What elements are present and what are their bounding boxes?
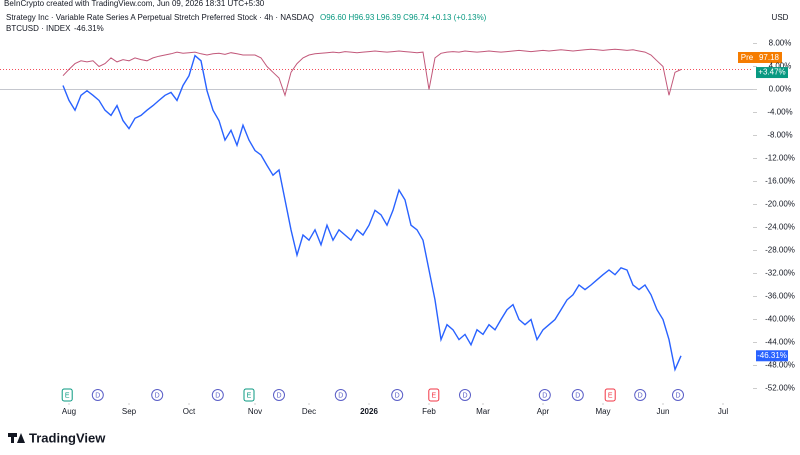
event-label: D bbox=[462, 392, 467, 399]
y-tick-label: 8.00% bbox=[769, 39, 792, 48]
y-tick-label: -32.00% bbox=[765, 269, 795, 278]
legend-name: BTCUSD · INDEX bbox=[6, 24, 71, 33]
y-tick-label: -40.00% bbox=[765, 315, 795, 324]
y-tick-label: -4.00% bbox=[767, 108, 792, 117]
last-value-label: +3.47% bbox=[758, 68, 785, 77]
event-label: D bbox=[276, 392, 281, 399]
event-icon bbox=[538, 389, 551, 401]
price-badge bbox=[756, 52, 782, 63]
y-tick-label: -36.00% bbox=[765, 292, 795, 301]
event-label: E bbox=[65, 392, 70, 399]
y-tick-label: -28.00% bbox=[765, 246, 795, 255]
series-line bbox=[62, 48, 682, 98]
event-label: E bbox=[431, 392, 436, 399]
event-icon bbox=[634, 389, 647, 401]
event-icon bbox=[672, 389, 684, 401]
x-tick-label: Dec bbox=[302, 407, 316, 416]
event-label: D bbox=[338, 392, 343, 399]
y-tick-label: 4.00% bbox=[769, 62, 792, 71]
event-label: E bbox=[247, 392, 252, 399]
y-tick-label: -8.00% bbox=[767, 131, 792, 140]
watermark: BeInCrypto created with TradingView.com,… bbox=[4, 0, 265, 8]
legend-name: Strategy Inc · Variable Rate Series A Pe… bbox=[6, 13, 314, 22]
series-line bbox=[62, 54, 682, 372]
y-tick-label: -12.00% bbox=[765, 154, 795, 163]
x-tick-label: Nov bbox=[248, 407, 262, 416]
x-tick-label: Jun bbox=[657, 407, 670, 416]
x-tick-label: Oct bbox=[183, 407, 196, 416]
y-tick-label: -52.00% bbox=[765, 384, 795, 393]
logo bbox=[8, 433, 25, 443]
event-label: D bbox=[638, 392, 643, 399]
x-tick-label: Mar bbox=[476, 407, 490, 416]
x-tick-label: Jul bbox=[718, 407, 728, 416]
last-value-badge bbox=[756, 67, 788, 79]
legend-detail: O96.60 H96.93 L96.39 C96.74 +0.13 (+0.13… bbox=[320, 13, 487, 22]
event-label: D bbox=[395, 392, 400, 399]
x-tick-label: Feb bbox=[422, 407, 436, 416]
event-icon bbox=[243, 388, 255, 402]
brand: TradingView bbox=[29, 430, 106, 445]
event-label: D bbox=[575, 392, 580, 399]
last-value-badge bbox=[756, 350, 788, 362]
y-tick-label: -20.00% bbox=[765, 200, 795, 209]
x-tick-label: Sep bbox=[122, 407, 137, 416]
pre-badge bbox=[738, 52, 756, 63]
x-tick-label: Aug bbox=[62, 407, 76, 416]
event-icon bbox=[91, 389, 104, 401]
price-label: 97.18 bbox=[759, 53, 780, 62]
event-icon bbox=[61, 388, 73, 402]
y-tick-label: 0.00% bbox=[769, 85, 792, 94]
event-icon bbox=[151, 389, 164, 401]
event-label: E bbox=[608, 392, 613, 399]
x-tick-label: May bbox=[595, 407, 610, 416]
currency: USD bbox=[772, 13, 789, 22]
event-icon bbox=[459, 389, 471, 401]
event-icon bbox=[211, 389, 224, 401]
x-tick-label: 2026 bbox=[360, 407, 378, 416]
event-icon bbox=[571, 389, 584, 401]
event-icon bbox=[391, 389, 404, 401]
event-icon bbox=[604, 388, 616, 402]
legend-detail: -46.31% bbox=[74, 24, 104, 33]
event-label: D bbox=[542, 392, 547, 399]
event-label: D bbox=[155, 392, 160, 399]
y-tick-label: -24.00% bbox=[765, 223, 795, 232]
event-icon bbox=[428, 388, 440, 402]
y-tick-label: -44.00% bbox=[765, 338, 795, 347]
x-tick-label: Apr bbox=[537, 407, 550, 416]
event-label: D bbox=[215, 392, 220, 399]
pre-label: Pre bbox=[741, 53, 754, 62]
event-icon bbox=[273, 389, 285, 401]
y-tick-label: -48.00% bbox=[765, 361, 795, 370]
y-tick-label: -16.00% bbox=[765, 177, 795, 186]
last-value-label: -46.31% bbox=[757, 351, 787, 360]
event-icon bbox=[334, 389, 347, 401]
event-label: D bbox=[95, 392, 100, 399]
event-label: D bbox=[675, 392, 680, 399]
